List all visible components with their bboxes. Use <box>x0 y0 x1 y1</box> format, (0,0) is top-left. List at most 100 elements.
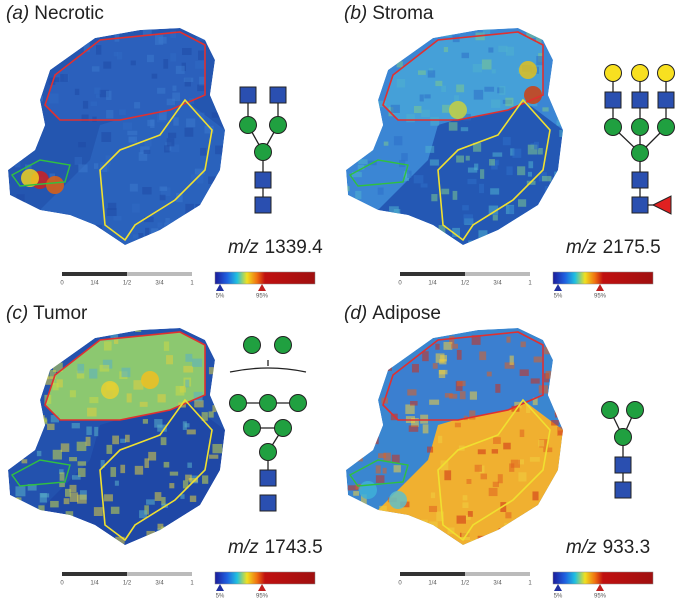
pixel-spot <box>104 494 113 502</box>
pixel-spot <box>191 174 199 180</box>
glycan-circle <box>254 143 272 161</box>
pixel-spot <box>502 137 511 146</box>
pixel-spot <box>541 175 552 182</box>
hot-spot <box>524 86 542 104</box>
pixel-spot <box>154 419 163 428</box>
pixel-spot <box>474 464 482 472</box>
colorbar-tick: 95% <box>256 294 269 300</box>
pixel-spot <box>347 452 355 459</box>
pixel-spot <box>221 501 225 510</box>
pixel-spot <box>71 475 81 480</box>
pixel-spot <box>170 53 177 62</box>
pixel-spot <box>110 467 117 477</box>
pixel-spot <box>519 369 529 376</box>
pixel-spot <box>199 112 205 120</box>
pixel-spot <box>189 495 197 502</box>
pixel-spot <box>187 462 192 468</box>
pixel-spot <box>143 149 151 154</box>
pixel-spot <box>53 362 63 373</box>
pixel-spot <box>110 506 120 514</box>
pixel-spot <box>183 365 194 373</box>
pixel-spot <box>520 242 529 245</box>
pixel-spot <box>42 368 48 379</box>
pixel-spot <box>491 69 496 74</box>
pixel-spot <box>208 176 216 184</box>
pixel-spot <box>534 141 539 150</box>
pixel-spot <box>559 471 563 480</box>
pixel-spot <box>157 523 164 530</box>
pixel-spot <box>120 438 126 443</box>
tissue-image <box>346 28 563 245</box>
pixel-spot <box>169 471 179 476</box>
pixel-spot <box>14 159 21 168</box>
pixel-spot <box>11 456 17 462</box>
pixel-spot <box>168 231 177 240</box>
pixel-spot <box>77 494 87 504</box>
pixel-spot <box>191 530 199 536</box>
pixel-spot <box>346 529 357 536</box>
colorbar-marker-low <box>216 584 224 591</box>
pixel-spot <box>39 36 46 43</box>
pixel-spot <box>148 451 157 461</box>
pixel-spot <box>204 125 214 134</box>
pixel-spot <box>92 535 99 542</box>
glycan-square <box>614 456 632 474</box>
glycan-circle <box>604 64 622 82</box>
pixel-spot <box>138 152 148 161</box>
glycan-circle <box>601 401 619 419</box>
pixel-spot <box>510 148 515 156</box>
pixel-spot <box>353 382 362 389</box>
pixel-spot <box>559 69 563 79</box>
pixel-spot <box>492 481 499 488</box>
pixel-spot <box>360 494 367 505</box>
pixel-spot <box>477 449 486 455</box>
pixel-spot <box>91 66 100 72</box>
pixel-spot <box>182 421 187 430</box>
pixel-spot <box>33 342 43 351</box>
pixel-spot <box>365 120 375 127</box>
pixel-spot <box>74 88 80 96</box>
pixel-spot <box>22 510 29 516</box>
pixel-spot <box>21 28 30 31</box>
pixel-spot <box>440 355 447 362</box>
pixel-spot <box>467 178 477 185</box>
pixel-spot <box>120 464 126 474</box>
pixel-spot <box>518 472 527 482</box>
mz-label: m/z <box>228 237 259 258</box>
pixel-spot <box>175 385 185 396</box>
pixel-spot <box>164 145 170 153</box>
pixel-spot <box>37 374 46 384</box>
pixel-spot <box>182 48 192 56</box>
scale-bar-dark <box>62 572 127 576</box>
pixel-spot <box>36 415 45 426</box>
pixel-spot <box>557 426 563 436</box>
pixel-spot <box>50 415 59 423</box>
pixel-spot <box>176 193 183 203</box>
pixel-spot <box>185 203 194 214</box>
pixel-spot <box>186 226 196 235</box>
pixel-spot <box>374 237 380 245</box>
pixel-spot <box>63 498 70 505</box>
pixel-spot <box>106 90 112 101</box>
glycan-circle <box>229 394 247 412</box>
pixel-spot <box>484 86 495 92</box>
pixel-spot <box>445 241 452 245</box>
glycan-square <box>631 171 649 189</box>
pixel-spot <box>358 159 368 165</box>
pixel-spot <box>518 199 527 207</box>
pixel-spot <box>355 111 360 121</box>
hot-spot <box>141 371 159 389</box>
pixel-spot <box>505 97 514 107</box>
pixel-spot <box>353 516 362 524</box>
pixel-spot <box>488 487 498 497</box>
pixel-spot <box>463 214 473 224</box>
pixel-spot <box>347 74 355 85</box>
scale-tick: 1/4 <box>428 581 437 587</box>
glycan-square <box>239 86 257 104</box>
pixel-spot <box>212 405 217 413</box>
pixel-spot <box>495 237 505 245</box>
pixel-spot <box>472 63 483 73</box>
pixel-spot <box>436 511 444 522</box>
colorbar-marker-low <box>216 284 224 291</box>
pixel-spot <box>383 141 389 146</box>
